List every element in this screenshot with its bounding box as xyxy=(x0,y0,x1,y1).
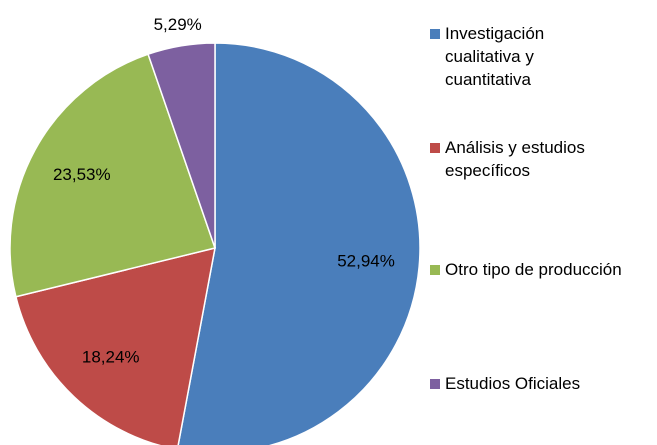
pie-slice xyxy=(177,42,421,445)
legend-label: Estudios Oficiales xyxy=(445,374,581,393)
legend-swatch xyxy=(430,379,440,389)
legend-swatch xyxy=(430,265,440,275)
pie-slice xyxy=(147,42,216,249)
legend-entry: Investigación cualitativa y cuantitativa xyxy=(430,22,652,91)
legend-swatch xyxy=(430,143,440,153)
data-label: 18,24% xyxy=(82,348,140,367)
legend-label: Análisis y estudios específicos xyxy=(445,138,585,180)
data-label: 52,94% xyxy=(337,251,395,270)
legend-entry: Otro tipo de producción xyxy=(430,258,652,281)
data-label: 5,29% xyxy=(154,15,202,34)
legend-swatch xyxy=(430,29,440,39)
data-label: 23,53% xyxy=(53,165,111,184)
legend-entry: Análisis y estudios específicos xyxy=(430,136,652,182)
legend-entry: Estudios Oficiales xyxy=(430,372,652,395)
legend-label: Investigación cualitativa y cuantitativa xyxy=(445,24,545,89)
pie-slice xyxy=(14,246,216,445)
legend-label: Otro tipo de producción xyxy=(445,260,622,279)
pie-slice xyxy=(9,53,216,298)
